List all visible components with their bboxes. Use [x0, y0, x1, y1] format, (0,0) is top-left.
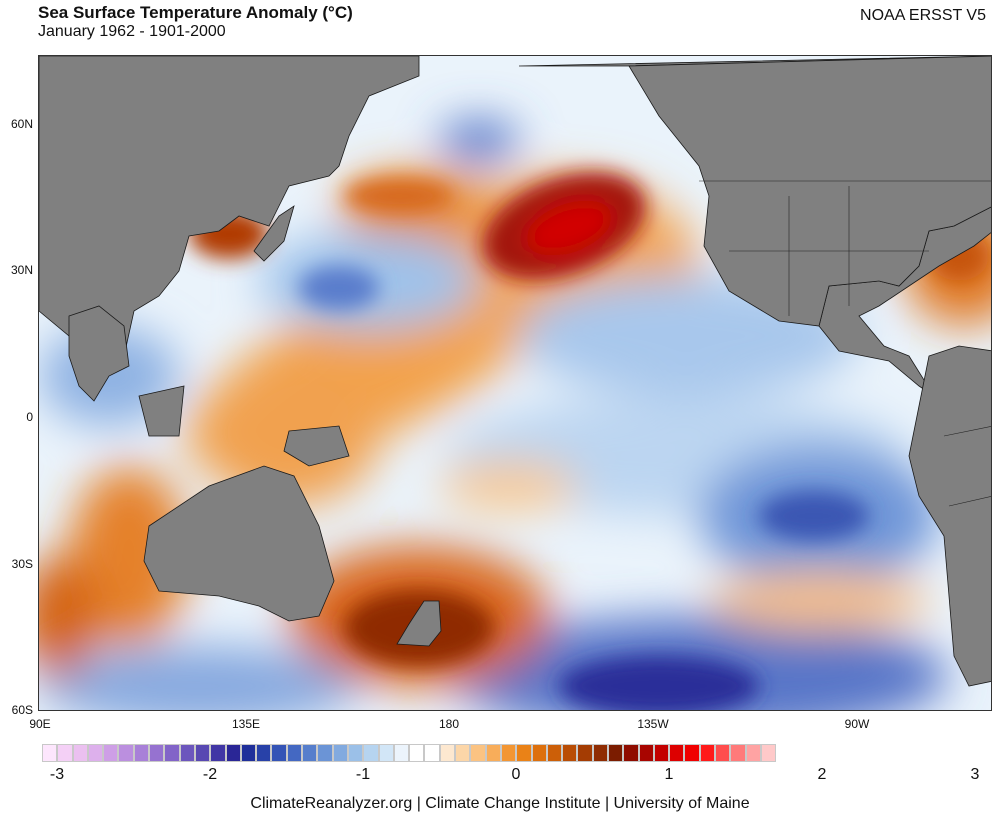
colorbar-swatch	[179, 744, 195, 762]
colorbar-swatch	[194, 744, 211, 762]
land-masses	[39, 56, 991, 687]
colorbar-swatch	[546, 744, 563, 762]
colorbar	[42, 744, 777, 762]
colorbar-swatch	[745, 744, 761, 762]
colorbar-swatch	[531, 744, 547, 762]
colorbar-swatch	[470, 744, 486, 762]
usa-canada-landmass	[628, 56, 991, 327]
colorbar-swatch	[516, 744, 532, 762]
political-borders	[699, 180, 991, 507]
colorbar-swatch	[378, 744, 394, 762]
lon-label-135e: 135E	[231, 717, 261, 731]
colorbar-swatch	[760, 744, 777, 762]
colorbar-swatch	[607, 744, 624, 762]
colorbar-swatch	[439, 744, 456, 762]
footer-credit: ClimateReanalyzer.org | Climate Change I…	[250, 795, 750, 812]
colorbar-swatch	[638, 744, 654, 762]
colorbar-swatch	[240, 744, 257, 762]
new-guinea-landmass	[283, 425, 350, 467]
colorbar-swatch	[455, 744, 471, 762]
australia-landmass	[143, 465, 335, 622]
map-canvas	[39, 56, 991, 710]
colorbar-swatch	[347, 744, 364, 762]
lat-label-60s: 60S	[11, 703, 33, 717]
colorbar-swatch	[577, 744, 593, 762]
colorbar-swatch	[164, 744, 180, 762]
colorbar-swatch	[562, 744, 578, 762]
colorbar-swatch	[149, 744, 165, 762]
colorbar-tick: 2	[817, 766, 827, 783]
map-subtitle: January 1962 - 1901-2000	[38, 23, 226, 40]
lon-label-180: 180	[438, 717, 460, 731]
colorbar-swatch	[592, 744, 608, 762]
colorbar-swatch	[409, 744, 425, 762]
colorbar-swatch	[653, 744, 670, 762]
colorbar-swatch	[87, 744, 104, 762]
colorbar-swatch	[256, 744, 272, 762]
japan-landmass	[253, 205, 295, 262]
colorbar-swatch	[424, 744, 440, 762]
south-america-landmass	[908, 345, 991, 687]
colorbar-swatch	[133, 744, 150, 762]
colorbar-tick: -3	[49, 766, 65, 783]
colorbar-swatch	[210, 744, 226, 762]
colorbar-swatch	[669, 744, 685, 762]
lon-label-90w: 90W	[844, 717, 870, 731]
colorbar-swatch	[302, 744, 318, 762]
colorbar-swatch	[715, 744, 731, 762]
colorbar-swatch	[57, 744, 73, 762]
dataset-label: NOAA ERSST V5	[860, 7, 986, 24]
new-zealand-landmass	[396, 600, 442, 647]
colorbar-swatch	[103, 744, 119, 762]
lat-label-30s: 30S	[11, 557, 33, 571]
colorbar-tick: 3	[970, 766, 980, 783]
colorbar-swatch	[500, 744, 517, 762]
colorbar-swatch	[286, 744, 303, 762]
colorbar-swatch	[699, 744, 716, 762]
colorbar-swatch	[271, 744, 287, 762]
colorbar-swatch	[72, 744, 88, 762]
colorbar-swatch	[485, 744, 501, 762]
colorbar-tick: 0	[511, 766, 521, 783]
colorbar-swatch	[684, 744, 700, 762]
sst-anomaly-map	[38, 55, 992, 711]
colorbar-swatch	[118, 744, 134, 762]
indochina-landmass	[68, 305, 130, 402]
lon-label-90e: 90E	[29, 717, 51, 731]
colorbar-swatch	[332, 744, 348, 762]
colorbar-swatch	[42, 744, 58, 762]
colorbar-tick: -1	[355, 766, 371, 783]
colorbar-swatch	[730, 744, 746, 762]
colorbar-swatch	[225, 744, 241, 762]
borneo-landmass	[138, 385, 185, 437]
lat-label-60n: 60N	[10, 117, 33, 131]
colorbar-swatch	[623, 744, 639, 762]
lat-label-0: 0	[26, 410, 33, 424]
lon-label-135w: 135W	[637, 717, 669, 731]
colorbar-swatch	[363, 744, 379, 762]
colorbar-swatch	[317, 744, 333, 762]
colorbar-tick: -2	[202, 766, 218, 783]
lat-label-30n: 30N	[10, 263, 33, 277]
colorbar-swatch	[393, 744, 410, 762]
colorbar-tick: 1	[664, 766, 674, 783]
map-title: Sea Surface Temperature Anomaly (°C)	[38, 3, 353, 22]
